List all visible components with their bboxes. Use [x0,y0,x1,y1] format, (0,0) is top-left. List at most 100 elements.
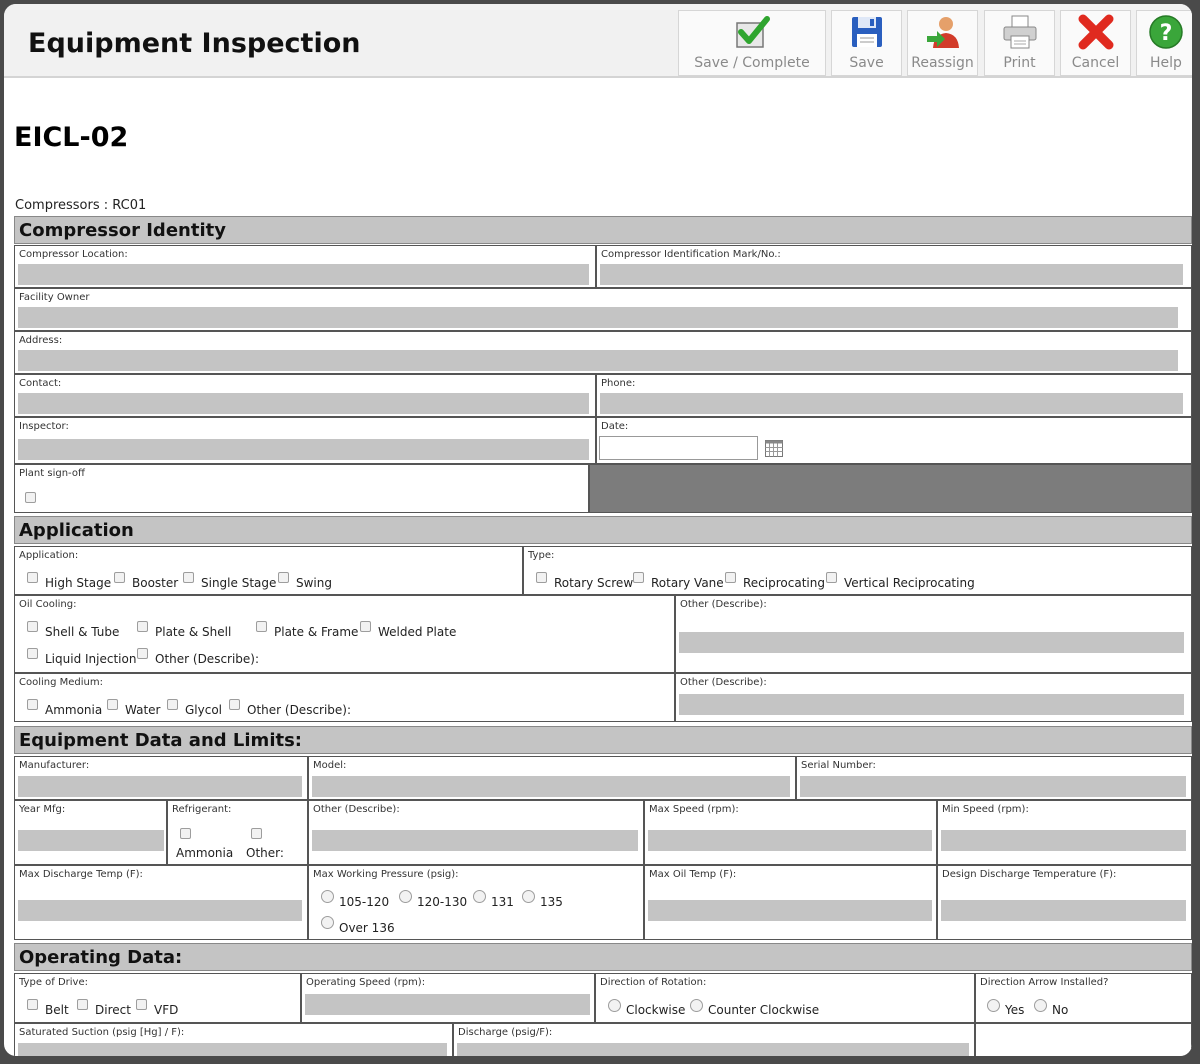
pressure-135-radio[interactable] [522,890,535,903]
rotary-screw-checkbox[interactable] [536,572,547,583]
ammonia-checkbox[interactable] [27,699,38,710]
date-input[interactable] [599,436,758,460]
option-label: Rotary Vane [651,576,724,590]
help-label: Help [1150,55,1182,71]
water-checkbox[interactable] [107,699,118,710]
min-speed-cell: Min Speed (rpm): [937,800,1192,865]
arrow-no-radio[interactable] [1034,999,1047,1012]
model-input[interactable] [312,776,790,797]
contact-input[interactable] [18,393,589,414]
phone-input[interactable] [600,393,1183,414]
save-complete-button[interactable]: Save / Complete [678,10,826,76]
contact-cell: Contact: [14,374,596,417]
oil-other-checkbox[interactable] [137,648,148,659]
refrigerant-ammonia-checkbox[interactable] [180,828,191,839]
page-title: Equipment Inspection [28,28,361,59]
save-button[interactable]: Save [831,10,902,76]
field-label: Type: [528,550,555,561]
refrigerant-other-checkbox[interactable] [251,828,262,839]
pressure-131-radio[interactable] [473,890,486,903]
compressor-id-mark-input[interactable] [600,264,1183,285]
field-label: Inspector: [19,421,69,432]
option-label: Direct [95,1003,131,1017]
field-label: Manufacturer: [19,760,90,771]
direction-arrow-cell: Direction Arrow Installed? Yes No [975,973,1192,1023]
medium-other-checkbox[interactable] [229,699,240,710]
rotary-vane-checkbox[interactable] [633,572,644,583]
pressure-105-120-radio[interactable] [321,890,334,903]
field-label: Max Working Pressure (psig): [313,869,459,880]
counter-clockwise-radio[interactable] [690,999,703,1012]
oil-other-input[interactable] [679,632,1184,653]
max-discharge-input[interactable] [18,900,302,921]
min-speed-input[interactable] [941,830,1186,851]
equipment-other-input[interactable] [312,830,638,851]
option-label: 131 [491,895,514,909]
phone-cell: Phone: [596,374,1192,417]
vfd-checkbox[interactable] [136,999,147,1010]
checkmark-icon [734,14,770,50]
field-label: Year Mfg: [19,804,66,815]
shell-tube-checkbox[interactable] [27,621,38,632]
pressure-over-136-radio[interactable] [321,916,334,929]
medium-other-input[interactable] [679,694,1184,715]
option-label: Yes [1005,1003,1025,1017]
print-button[interactable]: Print [984,10,1055,76]
field-label: Design Discharge Temperature (F): [942,869,1117,880]
saturated-suction-input[interactable] [18,1043,447,1056]
address-input[interactable] [18,350,1178,371]
max-speed-input[interactable] [648,830,932,851]
liquid-injection-checkbox[interactable] [27,648,38,659]
cancel-button[interactable]: Cancel [1060,10,1131,76]
option-label: Welded Plate [378,625,457,639]
plant-signoff-checkbox[interactable] [25,492,36,503]
plate-shell-checkbox[interactable] [137,621,148,632]
model-cell: Model: [308,756,796,800]
option-label: Liquid Injection [45,652,137,666]
oil-cooling-cell: Oil Cooling: Shell & Tube Plate & Shell … [14,595,675,673]
year-mfg-input[interactable] [18,830,164,851]
clockwise-radio[interactable] [608,999,621,1012]
facility-owner-input[interactable] [18,307,1178,328]
belt-checkbox[interactable] [27,999,38,1010]
option-label: Other (Describe): [155,652,260,666]
field-label: Max Speed (rpm): [649,804,739,815]
manufacturer-input[interactable] [18,776,302,797]
single-stage-checkbox[interactable] [183,572,194,583]
help-button[interactable]: ? Help [1136,10,1192,76]
field-label: Max Oil Temp (F): [649,869,737,880]
swing-checkbox[interactable] [278,572,289,583]
plate-frame-checkbox[interactable] [256,621,267,632]
saturated-suction-cell: Saturated Suction (psig [Hg] / F): [14,1023,453,1056]
reciprocating-checkbox[interactable] [725,572,736,583]
field-label: Min Speed (rpm): [942,804,1029,815]
option-label: Counter Clockwise [708,1003,820,1017]
field-label: Date: [601,421,629,432]
pressure-120-130-radio[interactable] [399,890,412,903]
reassign-button[interactable]: Reassign [907,10,978,76]
direct-checkbox[interactable] [77,999,88,1010]
field-label: Facility Owner [19,292,90,303]
inspector-cell: Inspector: [14,417,596,464]
glycol-checkbox[interactable] [167,699,178,710]
inspector-input[interactable] [18,439,589,460]
welded-plate-checkbox[interactable] [360,621,371,632]
field-label: Plant sign-off [19,468,85,479]
max-discharge-cell: Max Discharge Temp (F): [14,865,308,940]
calendar-icon[interactable] [765,440,783,457]
serial-number-input[interactable] [800,776,1186,797]
max-oil-temp-input[interactable] [648,900,932,921]
discharge-input[interactable] [457,1043,969,1056]
arrow-yes-radio[interactable] [987,999,1000,1012]
manufacturer-cell: Manufacturer: [14,756,308,800]
vertical-reciprocating-checkbox[interactable] [826,572,837,583]
field-label: Other (Describe): [680,677,767,688]
max-pressure-cell: Max Working Pressure (psig): 105-120 120… [308,865,644,940]
design-discharge-input[interactable] [941,900,1186,921]
print-label: Print [1003,55,1036,71]
booster-checkbox[interactable] [114,572,125,583]
high-stage-checkbox[interactable] [27,572,38,583]
operating-speed-input[interactable] [305,994,590,1015]
compressor-location-input[interactable] [18,264,589,285]
red-x-icon [1078,14,1114,50]
